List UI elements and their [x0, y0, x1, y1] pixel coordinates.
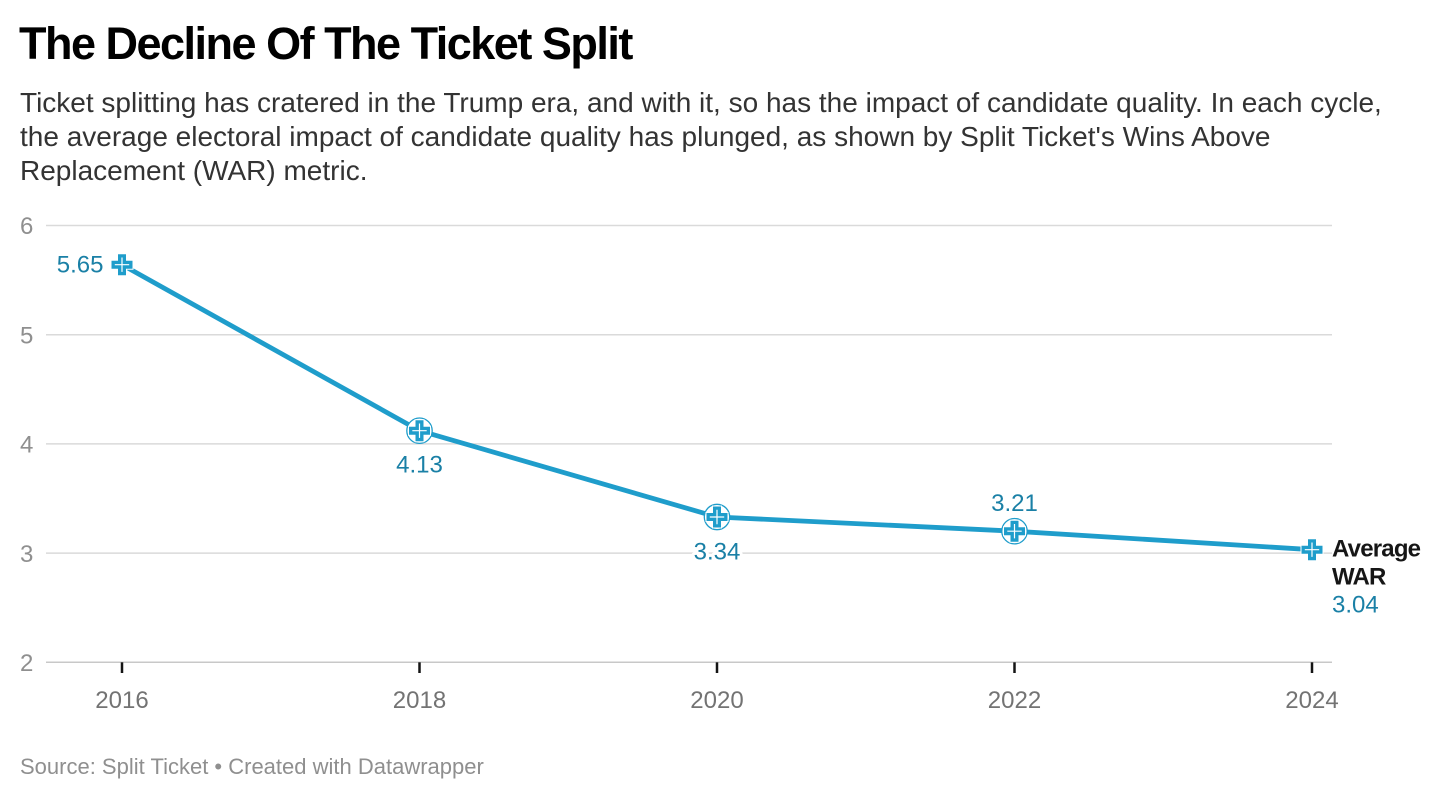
svg-text:3: 3 [20, 541, 33, 568]
svg-text:3.34: 3.34 [694, 539, 741, 566]
svg-text:2024: 2024 [1285, 687, 1338, 714]
svg-text:2020: 2020 [690, 687, 743, 714]
svg-text:4: 4 [20, 432, 33, 459]
svg-text:Average: Average [1332, 536, 1421, 563]
svg-text:4.13: 4.13 [396, 452, 443, 479]
svg-text:WAR: WAR [1332, 564, 1386, 591]
svg-text:5: 5 [20, 322, 33, 349]
svg-text:6: 6 [20, 213, 33, 240]
svg-text:5.65: 5.65 [57, 252, 104, 279]
svg-text:2016: 2016 [95, 687, 148, 714]
svg-text:3.21: 3.21 [991, 490, 1038, 517]
svg-text:2018: 2018 [393, 687, 446, 714]
svg-text:3.04: 3.04 [1332, 592, 1379, 619]
svg-text:2: 2 [20, 650, 33, 677]
svg-text:2022: 2022 [988, 687, 1041, 714]
